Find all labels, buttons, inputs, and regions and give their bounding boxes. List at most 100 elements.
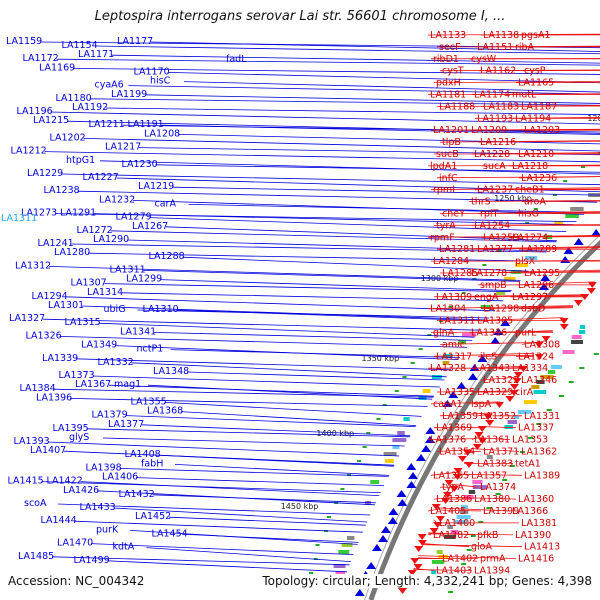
reverse-gene-arrow [478,438,488,444]
forward-gene-arrow [366,562,377,569]
gene-label: LA1203 [524,125,560,136]
gene-leader-line [42,318,480,331]
gc-tick [558,395,564,397]
cog-category-block [444,535,456,539]
gene-label: cysP [524,66,546,77]
gene-label: LA1485 [18,551,54,562]
gene-label: LA1400 [439,518,475,529]
gene-label: carA [155,198,177,209]
gene-leader-line [180,411,417,426]
gc-tick [466,549,472,551]
gc-tick [418,348,423,350]
forward-gene-arrow [560,256,571,263]
gene-label: LA1274 [512,232,548,243]
reverse-gene-arrow [485,420,495,426]
gene-leader-line [39,41,600,49]
gc-tick [448,306,453,308]
gene-label: LA1367 [75,379,111,390]
gene-label: LA1215 [33,115,69,126]
gene-label: LA1210 [518,149,554,160]
cog-category-block [462,333,476,337]
cog-category-block [503,277,516,281]
gene-leader-line [188,204,587,213]
gene-label: kdtA [113,542,135,553]
gene-leader-line [423,544,523,548]
gene-leader-line [174,464,390,476]
gene-leader-line [477,70,600,72]
gene-label: glyS [69,432,89,443]
reverse-gene-arrow [559,324,569,330]
gc-tick [448,591,454,593]
gene-label: LA1454 [152,528,188,539]
gene-leader-line [439,271,600,274]
cog-category-block [335,571,345,575]
gene-label: LA1151 [477,42,513,53]
gene-label: LA1402 [442,554,478,565]
cog-category-block [570,207,584,211]
gene-label: LA1154 [62,40,98,51]
gc-tick [528,437,534,439]
gene-leader-line [66,120,600,134]
gene-label: LA1273 [21,208,57,219]
gene-label: LA1267 [132,221,168,232]
gene-label: LA1322 [483,375,519,386]
gene-leader-line [149,217,567,232]
gene-label: LA1169 [39,62,75,73]
gene-label: LA1394 [474,566,510,577]
gene-leader-line [171,186,600,196]
gene-label: LA1357 [471,470,507,481]
cog-category-block [442,361,450,365]
gene-leader-line [144,94,600,104]
reverse-gene-arrow [418,540,428,546]
gc-tick [461,563,467,565]
gene-leader-line [512,117,600,119]
gene-label: LA1337 [518,423,554,434]
forward-gene-arrow [456,382,467,389]
gene-label: LA1369 [436,423,472,434]
gene-label: LA1165 [518,78,554,89]
gene-label: cheB1 [515,185,545,196]
gene-label: LA1393 [14,436,50,447]
reverse-gene-arrow [505,396,515,402]
cog-category-block [397,431,405,435]
cog-category-block [551,365,562,369]
gene-label: LA1314 [87,287,123,298]
forward-gene-arrow [425,427,436,434]
gene-leader-line [122,124,600,133]
gene-label: LA1284 [433,256,469,267]
cog-category-block [370,480,380,484]
gene-label: LA1405 [430,506,466,517]
forward-gene-arrow [448,391,459,398]
gene-leader-line [165,226,558,242]
gene-label: LA1444 [41,515,77,526]
gene-leader-line [146,547,351,562]
gene-leader-line [131,362,447,378]
gene-label: hisC [150,76,171,87]
gene-label: LA1172 [23,53,59,64]
cog-category-block [450,530,459,534]
gene-label: LA1159 [6,36,42,47]
gene-leader-line [71,243,547,253]
gene-leader-line [436,390,509,393]
cog-category-block [459,510,469,514]
gene-leader-line [512,46,600,48]
cog-category-block [431,560,445,564]
gene-leader-line [170,349,460,358]
gene-leader-line [433,352,535,357]
gene-label: LA1294 [32,291,68,302]
reverse-gene-arrow [541,336,551,342]
gene-leader-line [104,283,511,292]
gene-label: LA1382 [433,530,469,541]
gene-label: LA1237 [477,185,513,196]
forward-gene-arrow [591,229,600,236]
gene-leader-line [471,152,600,155]
gene-leader-line [439,509,482,512]
gene-label: LA1232 [99,194,135,205]
gene-leader-line [515,212,600,214]
gene-label: LA1259 [483,232,519,243]
gene-leader-line [182,256,529,272]
gene-leader-line [428,533,514,536]
gene-label: secF [439,42,460,53]
gc-tick [410,362,415,364]
gene-label: LA1326 [26,330,62,341]
